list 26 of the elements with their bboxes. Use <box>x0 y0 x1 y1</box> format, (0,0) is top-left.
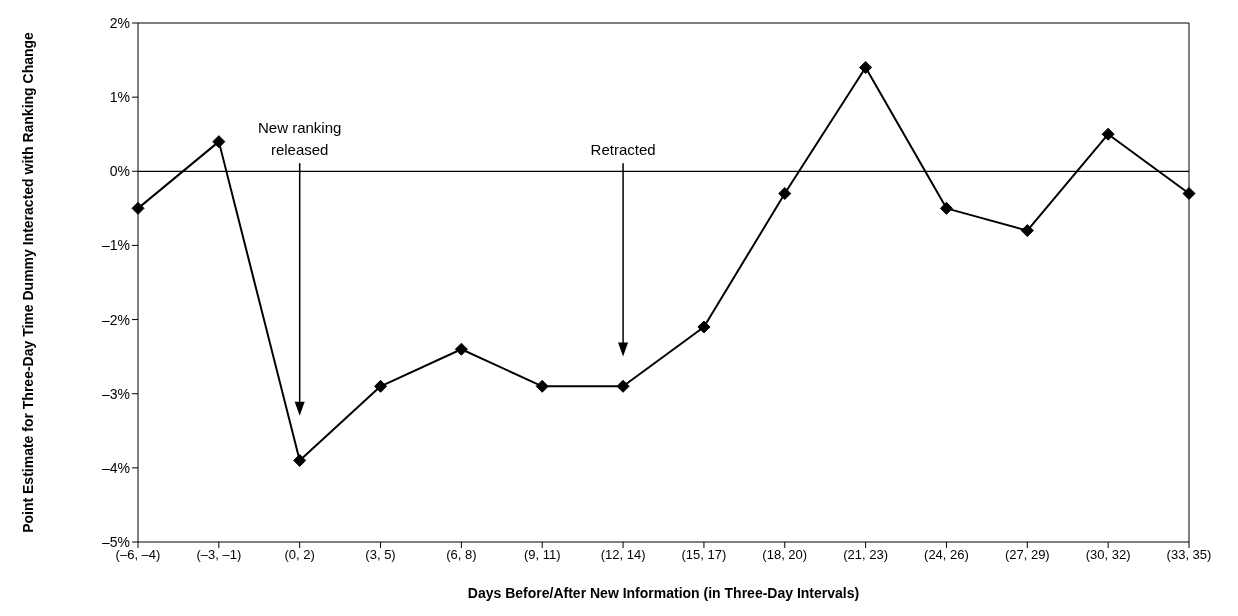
y-tick-label: –5% <box>101 533 130 550</box>
x-tick-label: (12, 14) <box>600 547 646 563</box>
x-tick-label: (9, 11) <box>523 547 561 563</box>
y-tick-label: –4% <box>101 459 130 476</box>
y-tick-label: –3% <box>101 385 130 402</box>
x-axis-title: Days Before/After New Information (in Three-Day Intervals) <box>467 585 860 601</box>
x-tick-label: (21, 23) <box>843 547 889 563</box>
y-tick-label: 1% <box>109 89 130 106</box>
x-tick-label: (24, 26) <box>924 547 969 563</box>
y-tick-label: –2% <box>101 311 130 328</box>
x-tick-label: (27, 29) <box>1004 547 1050 563</box>
x-tick-label: (6, 8) <box>446 547 477 563</box>
x-tick-label: (33, 35) <box>1166 547 1212 563</box>
x-tick-label: (30, 32) <box>1085 547 1131 563</box>
x-tick-label: (15, 17) <box>681 547 727 563</box>
x-tick-label: (–3, –1) <box>196 547 242 563</box>
annotation: Retracted <box>590 141 656 159</box>
y-axis-title: Point Estimate for Three-Day Time Dummy Interacted with Ranking Change <box>19 31 36 533</box>
y-tick-label: 0% <box>109 163 130 180</box>
x-tick-label: (3, 5) <box>365 547 396 563</box>
y-tick-label: –1% <box>101 237 130 254</box>
annotation: New ranking released <box>258 119 342 159</box>
x-tick-label: (–6, –4) <box>115 547 161 563</box>
x-tick-label: (0, 2) <box>284 547 315 563</box>
x-tick-label: (18, 20) <box>762 547 808 563</box>
y-tick-label: 2% <box>109 14 130 31</box>
